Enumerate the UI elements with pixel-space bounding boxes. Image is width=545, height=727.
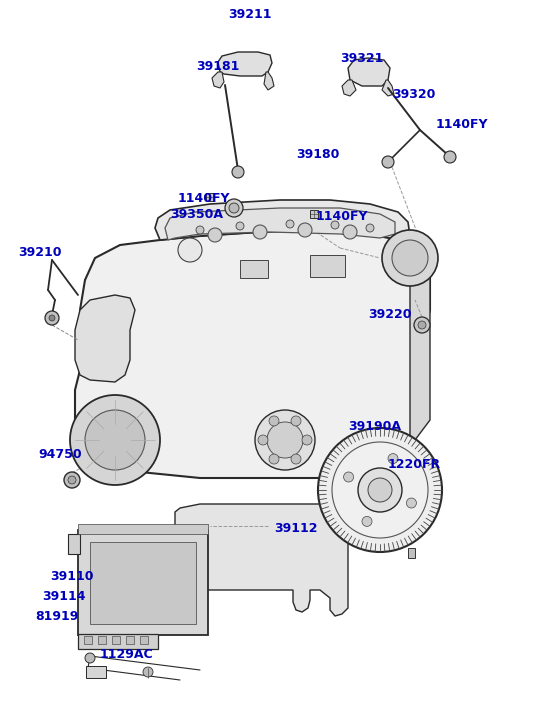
Bar	[240, 260, 268, 278]
Polygon shape	[75, 295, 135, 382]
Text: 39350A: 39350A	[170, 208, 223, 221]
Circle shape	[358, 468, 402, 512]
Circle shape	[85, 410, 145, 470]
Circle shape	[49, 315, 55, 321]
Text: 1140FY: 1140FY	[436, 118, 488, 131]
Circle shape	[331, 221, 339, 229]
Circle shape	[196, 226, 204, 234]
Circle shape	[70, 395, 160, 485]
Text: 39211: 39211	[228, 8, 271, 21]
Bar	[84, 636, 92, 644]
Text: 39190A: 39190A	[348, 420, 401, 433]
Text: 39181: 39181	[196, 60, 239, 73]
Circle shape	[291, 454, 301, 464]
Circle shape	[143, 667, 153, 677]
Text: 39112: 39112	[274, 522, 318, 535]
Circle shape	[392, 240, 428, 276]
Text: 39320: 39320	[392, 88, 435, 101]
Polygon shape	[410, 268, 430, 445]
Circle shape	[68, 476, 76, 484]
Circle shape	[318, 428, 442, 552]
Polygon shape	[165, 208, 395, 240]
Circle shape	[208, 228, 222, 242]
Polygon shape	[382, 80, 394, 96]
Circle shape	[229, 203, 239, 213]
Polygon shape	[175, 504, 348, 616]
Polygon shape	[75, 230, 430, 478]
Text: 39180: 39180	[296, 148, 340, 161]
Text: 39110: 39110	[50, 570, 94, 583]
Circle shape	[255, 410, 315, 470]
Circle shape	[414, 317, 430, 333]
Circle shape	[418, 321, 426, 329]
Bar	[112, 636, 120, 644]
Polygon shape	[264, 72, 274, 90]
Circle shape	[368, 478, 392, 502]
Circle shape	[64, 472, 80, 488]
Circle shape	[286, 220, 294, 228]
Text: 39114: 39114	[42, 590, 86, 603]
Circle shape	[269, 416, 279, 426]
Circle shape	[258, 435, 268, 445]
Circle shape	[291, 416, 301, 426]
Polygon shape	[212, 72, 224, 88]
Bar	[206, 193, 214, 201]
Circle shape	[388, 454, 398, 464]
Circle shape	[236, 222, 244, 230]
Text: 81919: 81919	[35, 610, 78, 623]
Polygon shape	[218, 52, 272, 76]
Bar	[78, 634, 158, 649]
Bar	[78, 530, 208, 635]
Circle shape	[343, 225, 357, 239]
Bar	[98, 636, 106, 644]
Polygon shape	[342, 80, 356, 96]
Circle shape	[225, 199, 243, 217]
Bar	[310, 255, 345, 277]
Polygon shape	[155, 200, 410, 240]
Circle shape	[178, 238, 202, 262]
Circle shape	[444, 151, 456, 163]
Bar	[126, 636, 134, 644]
Polygon shape	[348, 58, 390, 86]
Circle shape	[45, 311, 59, 325]
Circle shape	[343, 472, 354, 482]
Bar	[68, 534, 80, 554]
Circle shape	[253, 225, 267, 239]
Circle shape	[232, 166, 244, 178]
Circle shape	[407, 498, 416, 508]
Text: 1140FY: 1140FY	[316, 210, 368, 223]
Text: 1220FR: 1220FR	[388, 458, 441, 471]
Text: 39220: 39220	[368, 308, 411, 321]
Circle shape	[382, 230, 438, 286]
Text: 1140FY: 1140FY	[178, 192, 231, 205]
Circle shape	[302, 435, 312, 445]
Circle shape	[382, 156, 394, 168]
Circle shape	[267, 422, 303, 458]
Circle shape	[85, 653, 95, 663]
Text: 94750: 94750	[38, 448, 82, 461]
Text: 1129AC: 1129AC	[100, 648, 154, 661]
Circle shape	[298, 223, 312, 237]
Circle shape	[269, 454, 279, 464]
Bar	[90, 542, 196, 624]
Bar	[86, 666, 106, 678]
Circle shape	[332, 442, 428, 538]
Circle shape	[366, 224, 374, 232]
Bar	[140, 636, 148, 644]
Bar	[310, 210, 318, 218]
Text: 39321: 39321	[340, 52, 383, 65]
Text: 39210: 39210	[18, 246, 62, 259]
Bar	[408, 548, 415, 558]
Circle shape	[362, 516, 372, 526]
Bar	[78, 524, 208, 534]
